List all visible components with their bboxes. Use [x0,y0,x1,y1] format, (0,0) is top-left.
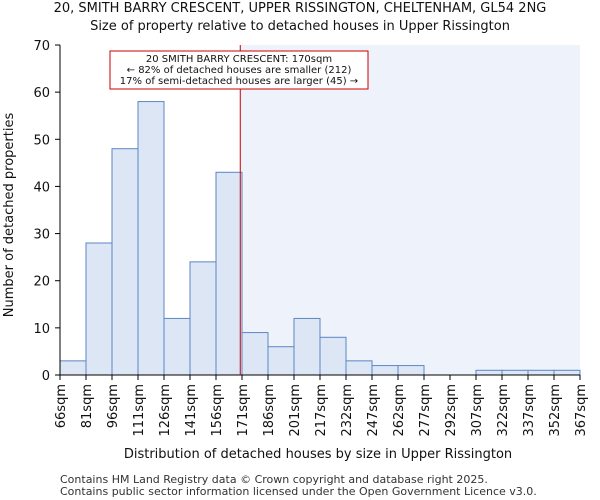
x-tick-label: 367sqm [574,384,589,437]
x-tick-label: 186sqm [262,384,277,437]
y-tick-label: 40 [33,180,50,195]
x-tick-label: 111sqm [132,384,147,437]
annotation-line-1: 20 SMITH BARRY CRESCENT: 170sqm [146,54,332,65]
x-tick-label: 156sqm [210,384,225,437]
x-tick-label: 322sqm [496,384,511,437]
x-tick-label: 247sqm [366,384,381,437]
histogram-bar [189,261,217,376]
annotation-line-3: 17% of semi-detached houses are larger (… [120,76,358,87]
chart-title: 20, SMITH BARRY CRESCENT, UPPER RISSINGT… [53,1,547,16]
x-tick-label: 201sqm [288,384,303,437]
x-axis-label: Distribution of detached houses by size … [124,447,512,462]
x-tick-label: 141sqm [184,384,199,437]
x-tick-label: 292sqm [444,384,459,437]
x-tick-label: 337sqm [522,384,537,437]
x-tick-label: 277sqm [418,384,433,437]
histogram-bar [475,369,503,376]
y-tick-label: 0 [42,369,50,384]
histogram-bar [293,317,321,376]
x-tick-label: 232sqm [340,384,355,437]
histogram-bar [371,365,399,376]
x-tick-label: 262sqm [392,384,407,437]
histogram-bar [501,369,529,376]
x-tick-label: 81sqm [80,384,95,428]
histogram-bar [319,336,347,376]
footer-line-1: Contains HM Land Registry data © Crown c… [60,473,488,486]
histogram-bar [527,369,555,376]
histogram-bar [163,317,191,376]
annotation-box [109,50,369,90]
x-tick-label: 96sqm [106,384,121,428]
footer-line-2: Contains public sector information licen… [60,485,537,498]
histogram-bar [111,148,139,376]
y-tick-label: 20 [33,275,50,290]
x-tick-label: 352sqm [548,384,563,437]
x-tick-label: 66sqm [54,384,69,428]
x-tick-label: 171sqm [236,384,251,437]
x-tick-label: 217sqm [314,384,329,437]
x-tick-label: 126sqm [158,384,173,437]
histogram-bar [397,365,425,376]
histogram-bar [553,369,581,376]
histogram-bar [137,101,165,376]
histogram-bar [241,332,269,376]
histogram-bar [215,171,243,376]
y-tick-label: 30 [33,228,50,243]
y-tick-label: 50 [33,133,50,148]
histogram-bar [267,346,295,376]
chart-subtitle: Size of property relative to detached ho… [90,19,510,34]
histogram-bar [59,360,87,376]
x-tick-label: 307sqm [470,384,485,437]
annotation-line-2: ← 82% of detached houses are smaller (21… [127,65,352,76]
histogram-bar [85,242,113,376]
y-tick-label: 70 [33,39,50,54]
larger-region-shade [240,45,580,375]
y-tick-label: 10 [33,322,50,337]
y-axis-label: Number of detached properties [2,113,17,318]
y-tick-label: 60 [33,86,50,101]
histogram-bar [345,360,373,376]
